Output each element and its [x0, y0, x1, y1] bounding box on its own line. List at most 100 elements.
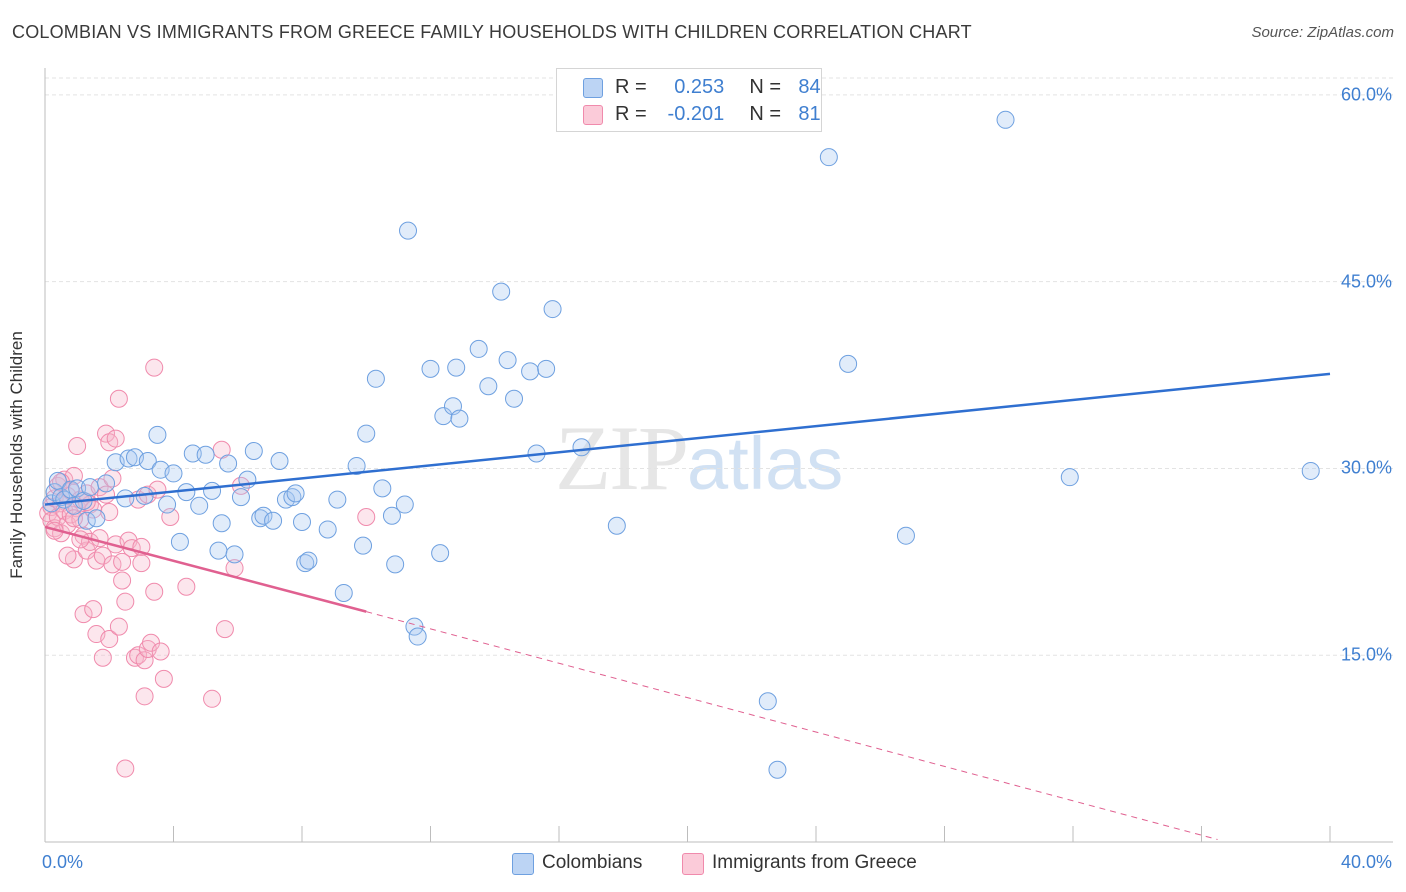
colombian-point [212, 514, 231, 533]
colombian-point [225, 545, 244, 564]
greece-point [132, 554, 151, 573]
greece-trend-extension [366, 611, 1218, 840]
colombian-point [839, 354, 858, 373]
colombians-trend-line [44, 372, 1331, 506]
colombian-point [758, 692, 777, 711]
x-tick-label-min: 0.0% [42, 852, 84, 872]
colombian-point [357, 424, 376, 443]
colombian-point [537, 359, 556, 378]
n-label: N = [749, 103, 782, 125]
greece-legend-swatch [682, 853, 704, 875]
colombian-point [219, 454, 238, 473]
colombian-point [270, 451, 289, 470]
y-tick-label: 60.0% [1340, 84, 1392, 105]
colombian-point [170, 532, 189, 551]
legend-label-greece: Immigrants from Greece [712, 852, 917, 873]
greece-point [215, 620, 234, 639]
colombian-point [334, 583, 353, 602]
colombian-point [264, 511, 283, 530]
colombian-point [158, 495, 177, 514]
colombian-point [572, 438, 591, 457]
colombian-point [492, 282, 511, 301]
r-label: R = [615, 103, 647, 125]
colombian-point [447, 358, 466, 377]
greece-point [109, 389, 128, 408]
grid-lines [45, 77, 1393, 656]
greece-point [68, 437, 87, 456]
colombian-point [521, 362, 540, 381]
r-value: 0.253 [674, 76, 725, 98]
colombian-point [386, 555, 405, 574]
colombian-point [366, 369, 385, 388]
colombian-point [148, 425, 167, 444]
series-legend: Colombians Immigrants from Greece [0, 852, 1406, 880]
colombian-point [431, 544, 450, 563]
colombian-point [119, 449, 138, 468]
y-tick-label: 30.0% [1340, 457, 1392, 478]
colombian-point [450, 409, 469, 428]
colombian-point [399, 221, 418, 240]
colombian-point [177, 483, 196, 502]
colombian-point [1301, 461, 1320, 480]
colombian-point [347, 456, 366, 475]
r-value: -0.201 [667, 103, 725, 125]
greece-trend-line [44, 525, 367, 613]
greece-point [116, 592, 135, 611]
y-axis-label: Family Households with Children [7, 331, 26, 579]
greece-point [145, 582, 164, 601]
colombian-point [1060, 468, 1079, 487]
y-tick-label: 45.0% [1340, 271, 1392, 292]
stats-legend: R = 0.253 N = 84 R = -0.201 N = 81 [556, 68, 822, 132]
colombian-point [607, 516, 626, 535]
colombian-point [293, 512, 311, 531]
r-label: R = [615, 76, 647, 98]
colombian-point [80, 478, 99, 497]
colombian-point [469, 339, 488, 358]
colombian-point [286, 484, 305, 503]
colombian-point [138, 451, 157, 470]
colombian-point [254, 506, 273, 525]
colombian-point [543, 300, 562, 319]
n-label: N = [749, 76, 782, 98]
colombian-point [354, 536, 373, 555]
colombian-point [116, 489, 135, 508]
colombian-point [421, 359, 440, 378]
colombian-point [209, 541, 228, 560]
colombian-point [819, 148, 838, 167]
greece-point [177, 577, 196, 596]
colombian-point [318, 520, 337, 539]
greece-point [109, 617, 128, 636]
colombian-point [505, 389, 524, 408]
greece-point [84, 600, 103, 619]
colombian-point [87, 509, 106, 528]
n-value: 84 [798, 76, 821, 98]
colombian-point [164, 464, 183, 483]
colombians-legend-swatch [512, 853, 534, 875]
colombian-point [328, 490, 347, 509]
greece-point [135, 687, 154, 706]
greece-point [106, 429, 125, 448]
greece-point [154, 669, 173, 688]
colombian-point [996, 110, 1015, 129]
y-tick-label: 15.0% [1340, 644, 1392, 665]
greece-point [93, 648, 112, 667]
colombian-point [479, 377, 498, 396]
legend-label-colombians: Colombians [542, 852, 643, 873]
colombian-point [382, 506, 401, 525]
source-credit: Source: ZipAtlas.com [1251, 24, 1394, 41]
colombian-point [408, 627, 427, 646]
greece-series [39, 358, 376, 778]
trend-lines [44, 372, 1331, 840]
greece-point [116, 759, 135, 778]
greece-point [100, 630, 119, 649]
greece-point [203, 689, 222, 708]
colombian-point [299, 551, 318, 570]
greece-point [74, 605, 93, 624]
greece-point [357, 508, 376, 527]
colombian-point [896, 526, 915, 545]
greece-point [145, 358, 164, 377]
greece-swatch [583, 105, 603, 125]
colombian-point [296, 554, 315, 573]
colombians-swatch [583, 78, 603, 98]
